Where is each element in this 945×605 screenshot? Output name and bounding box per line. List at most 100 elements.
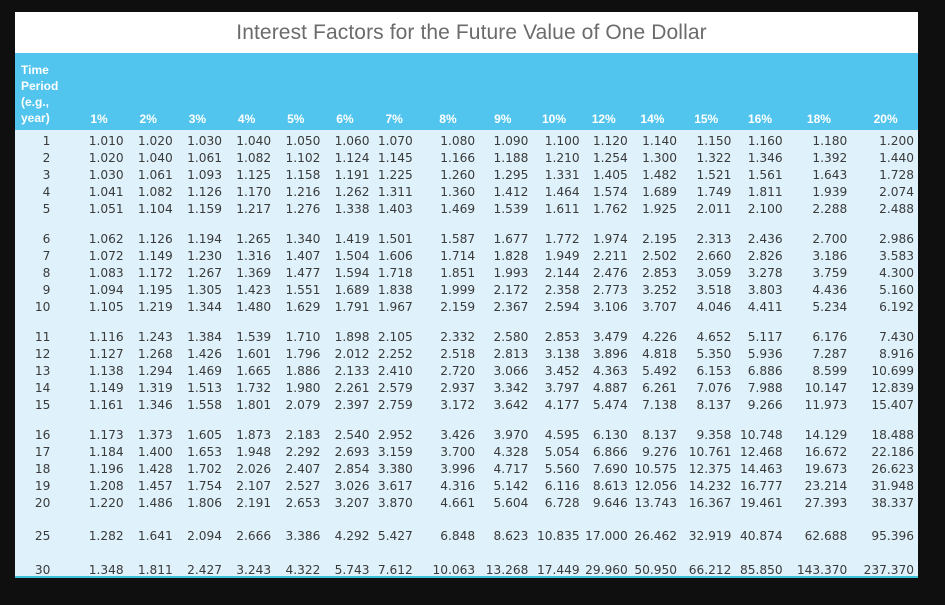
factor-cell: 2.853 bbox=[642, 266, 677, 280]
period-cell: 7 bbox=[42, 249, 51, 263]
factor-cell: 2.826 bbox=[747, 249, 783, 263]
factor-cell: 1.150 bbox=[696, 134, 732, 148]
factor-cell: 4.292 bbox=[334, 529, 370, 543]
factor-cell: 1.200 bbox=[879, 134, 914, 148]
factor-cell: 4.322 bbox=[285, 563, 321, 577]
factor-cell: 1.974 bbox=[592, 232, 628, 246]
table-row: 18 1.196 1.428 1.702 2.026 2.407 2.854 3.380 3.9… bbox=[15, 461, 918, 478]
factor-cell: 1.149 bbox=[88, 381, 124, 395]
factor-cell: 17.449 bbox=[536, 563, 580, 577]
factor-cell: 1.082 bbox=[236, 151, 272, 165]
factor-cell: 2.211 bbox=[592, 249, 628, 263]
rate-header: 7% bbox=[385, 112, 403, 126]
factor-cell: 1.428 bbox=[137, 462, 173, 476]
factor-cell: 3.172 bbox=[440, 398, 476, 412]
factor-cell: 1.482 bbox=[642, 168, 677, 182]
factor-cell: 1.574 bbox=[592, 185, 628, 199]
factor-cell: 2.594 bbox=[544, 300, 580, 314]
factor-cell: 1.282 bbox=[88, 529, 124, 543]
factor-cell: 1.689 bbox=[334, 283, 370, 297]
factor-cell: 1.469 bbox=[187, 364, 222, 378]
factor-cell: 1.311 bbox=[377, 185, 413, 199]
factor-cell: 1.070 bbox=[377, 134, 413, 148]
future-value-table: Time Period (e.g., year) 1% 2% 3% 4% 5% 6% 7% 8… bbox=[15, 53, 918, 587]
factor-cell: 1.851 bbox=[440, 266, 476, 280]
factor-cell: 14.129 bbox=[804, 428, 848, 442]
factor-cell: 4.818 bbox=[642, 347, 677, 361]
factor-cell: 1.145 bbox=[377, 151, 413, 165]
factor-cell: 1.161 bbox=[88, 398, 124, 412]
factor-cell: 2.502 bbox=[642, 249, 677, 263]
factor-cell: 4.316 bbox=[440, 479, 476, 493]
factor-cell: 1.319 bbox=[137, 381, 173, 395]
rate-header: 3% bbox=[188, 112, 207, 126]
table-row: 12 1.127 1.268 1.426 1.601 1.796 2.012 2.252 2.5… bbox=[15, 346, 918, 363]
factor-cell: 1.138 bbox=[88, 364, 124, 378]
factor-cell: 22.186 bbox=[871, 445, 914, 459]
period-cell: 12 bbox=[34, 347, 51, 361]
factor-cell: 40.874 bbox=[739, 529, 783, 543]
factor-cell: 1.749 bbox=[696, 185, 732, 199]
factor-cell: 1.194 bbox=[187, 232, 222, 246]
factor-cell: 7.612 bbox=[377, 563, 413, 577]
factor-cell: 31.948 bbox=[871, 479, 914, 493]
factor-cell: 1.898 bbox=[334, 330, 370, 344]
factor-cell: 9.266 bbox=[747, 398, 783, 412]
factor-cell: 1.159 bbox=[187, 202, 222, 216]
period-cell: 16 bbox=[34, 428, 51, 442]
factor-cell: 26.462 bbox=[634, 529, 677, 543]
factor-cell: 1.714 bbox=[440, 249, 476, 263]
factor-cell: 2.026 bbox=[236, 462, 272, 476]
factor-cell: 2.436 bbox=[747, 232, 783, 246]
factor-cell: 2.261 bbox=[334, 381, 370, 395]
factor-cell: 5.234 bbox=[812, 300, 848, 314]
factor-cell: 16.777 bbox=[739, 479, 783, 493]
factor-cell: 6.728 bbox=[544, 496, 580, 510]
rate-header: 6% bbox=[336, 112, 354, 126]
factor-cell: 2.094 bbox=[187, 529, 222, 543]
factor-cell: 1.072 bbox=[88, 249, 124, 263]
table-row: 14 1.149 1.319 1.513 1.732 1.980 2.261 2.579 2.9… bbox=[15, 380, 918, 397]
factor-cell: 1.949 bbox=[544, 249, 580, 263]
factor-cell: 1.486 bbox=[137, 496, 173, 510]
factor-cell: 2.100 bbox=[747, 202, 783, 216]
factor-cell: 5.427 bbox=[377, 529, 413, 543]
factor-cell: 6.176 bbox=[812, 330, 848, 344]
factor-cell: 12.468 bbox=[739, 445, 783, 459]
factor-cell: 6.261 bbox=[642, 381, 677, 395]
factor-cell: 237.370 bbox=[863, 563, 914, 577]
factor-cell: 1.040 bbox=[236, 134, 272, 148]
factor-cell: 1.796 bbox=[285, 347, 321, 361]
factor-cell: 4.887 bbox=[592, 381, 628, 395]
factor-cell: 1.188 bbox=[493, 151, 529, 165]
factor-cell: 9.646 bbox=[592, 496, 628, 510]
factor-cell: 2.313 bbox=[696, 232, 732, 246]
period-cell: 9 bbox=[42, 283, 51, 297]
factor-cell: 6.192 bbox=[879, 300, 914, 314]
factor-cell: 3.797 bbox=[544, 381, 580, 395]
factor-cell: 1.340 bbox=[285, 232, 321, 246]
factor-cell: 2.476 bbox=[592, 266, 628, 280]
factor-cell: 1.094 bbox=[88, 283, 124, 297]
factor-cell: 1.886 bbox=[285, 364, 321, 378]
rate-header: 10% bbox=[542, 112, 567, 126]
factor-cell: 3.386 bbox=[285, 529, 321, 543]
factor-cell: 2.952 bbox=[377, 428, 413, 442]
factor-cell: 2.666 bbox=[236, 529, 272, 543]
factor-cell: 2.159 bbox=[440, 300, 476, 314]
rate-header: 5% bbox=[287, 112, 305, 126]
factor-cell: 12.056 bbox=[634, 479, 677, 493]
factor-cell: 1.061 bbox=[137, 168, 173, 182]
factor-cell: 1.360 bbox=[440, 185, 476, 199]
factor-cell: 1.090 bbox=[493, 134, 529, 148]
factor-cell: 1.925 bbox=[642, 202, 677, 216]
factor-cell: 15.407 bbox=[871, 398, 914, 412]
factor-cell: 8.916 bbox=[879, 347, 914, 361]
factor-cell: 1.305 bbox=[187, 283, 222, 297]
factor-cell: 1.791 bbox=[334, 300, 370, 314]
period-cell: 6 bbox=[42, 232, 51, 246]
factor-cell: 3.759 bbox=[812, 266, 848, 280]
factor-cell: 2.653 bbox=[285, 496, 321, 510]
factor-cell: 4.411 bbox=[747, 300, 783, 314]
factor-cell: 1.772 bbox=[544, 232, 580, 246]
